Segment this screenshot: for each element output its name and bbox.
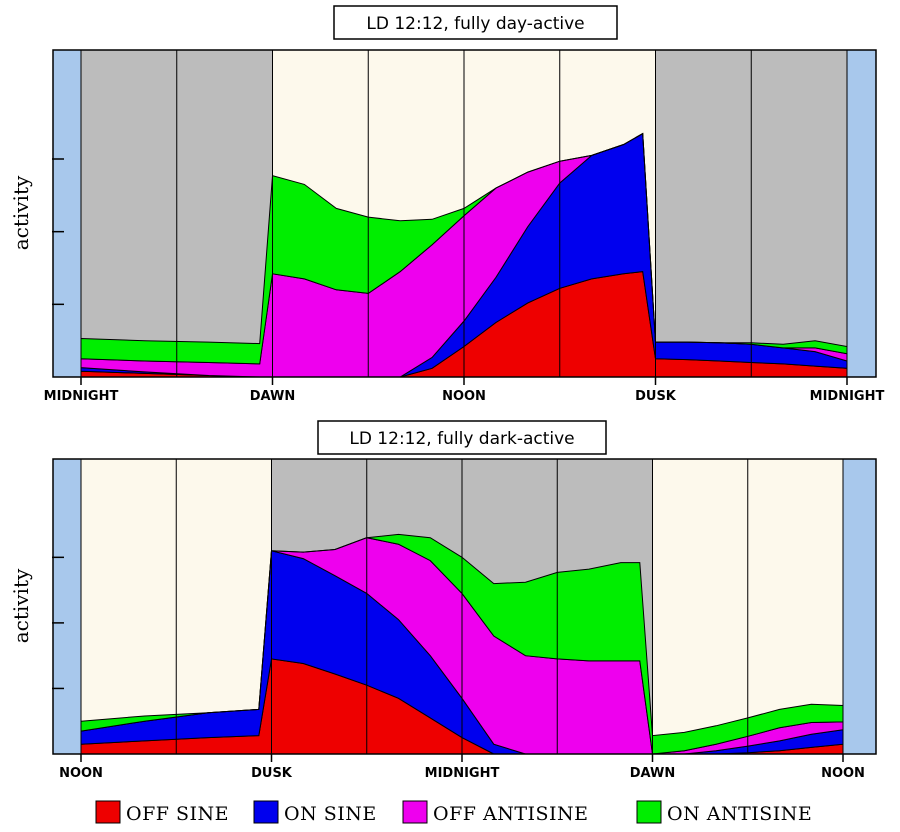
x-tick-label-dawn: DAWN — [250, 389, 296, 404]
legend-label-on-sine: ON SINE — [284, 803, 377, 825]
x-tick-label-midnight: MIDNIGHT — [44, 389, 119, 404]
legend-swatch-off-antisine — [402, 800, 428, 824]
panel-day-active: LD 12:12, fully day-active MIDNIGHT DAWN N… — [9, 5, 885, 404]
edge-band-right — [843, 459, 876, 754]
x-tick-label-dusk: DUSK — [635, 389, 677, 404]
legend-label-off-antisine: OFF ANTISINE — [433, 803, 589, 825]
edge-band-left — [53, 50, 81, 377]
x-tick-label-noon: NOON — [59, 766, 103, 781]
panel-day-active-y-axis-label: activity — [9, 175, 33, 250]
edge-band-right — [847, 50, 876, 377]
edge-band-left — [53, 459, 81, 754]
legend-swatch-on-antisine — [636, 800, 662, 824]
x-tick-label-midnight: MIDNIGHT — [425, 766, 500, 781]
panel-dark-active-y-axis-label: activity — [9, 568, 33, 643]
panel-day-active-title: LD 12:12, fully day-active — [366, 14, 584, 34]
panel-day-active-plot: MIDNIGHT DAWN NOON DUSK MIDNIGHT — [44, 49, 885, 404]
x-tick-label-noon: NOON — [821, 766, 865, 781]
x-tick-label-noon: NOON — [442, 389, 486, 404]
x-tick-label-midnight: MIDNIGHT — [810, 389, 885, 404]
legend-label-off-sine: OFF SINE — [126, 803, 229, 825]
x-tick-label-dawn: DAWN — [630, 766, 676, 781]
panel-dark-active-title-box — [317, 420, 607, 455]
panel-day-active-title-box — [333, 5, 618, 40]
legend: OFF SINE ON SINE OFF ANTISINE ON ANTISIN… — [95, 800, 812, 825]
legend-swatch-on-sine — [253, 800, 279, 824]
legend-swatch-off-sine — [95, 800, 121, 824]
panel-dark-active-frame — [52, 458, 877, 755]
panel-dark-active-title: LD 12:12, fully dark-active — [349, 429, 574, 449]
panel-dark-active: LD 12:12, fully dark-active NOON DUSK MIDN… — [9, 420, 877, 781]
legend-label-on-antisine: ON ANTISINE — [667, 803, 812, 825]
x-tick-label-dusk: DUSK — [251, 766, 293, 781]
panel-dark-active-plot: NOON DUSK MIDNIGHT DAWN NOON — [52, 458, 877, 781]
